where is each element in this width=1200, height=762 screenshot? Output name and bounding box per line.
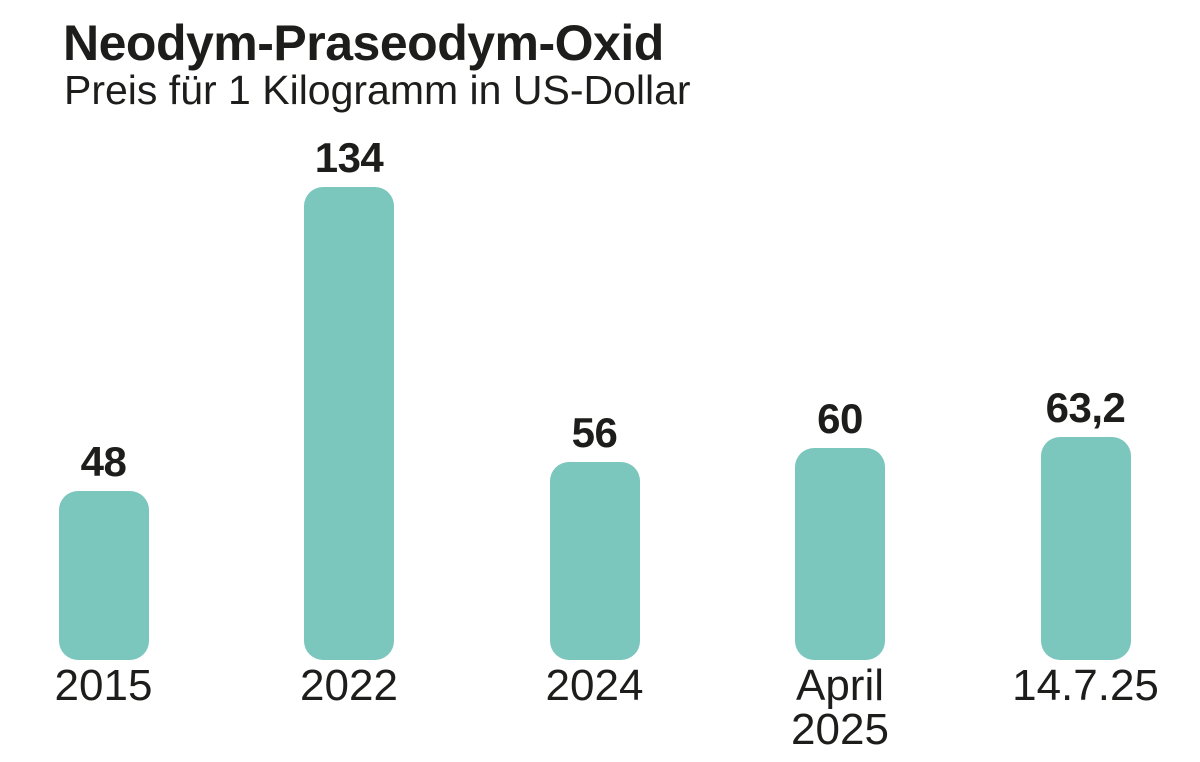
bar-category-label: 2015 — [54, 661, 153, 710]
bar — [795, 448, 885, 660]
bar-value-label: 134 — [314, 134, 384, 181]
bar — [58, 490, 149, 660]
bar-value-label: 56 — [571, 409, 618, 457]
bar-value-label: 63,2 — [1045, 383, 1126, 431]
bar — [549, 462, 640, 660]
chart-title: Neodym-Praseodym-Oxid — [63, 15, 664, 71]
chart-subtitle: Preis für 1 Kilogramm in US-Dollar — [64, 67, 691, 113]
bar — [1040, 436, 1131, 660]
bar-category-label: April 2025 — [791, 661, 889, 754]
bar-value-label: 60 — [817, 395, 863, 443]
bar-value-label: 48 — [80, 437, 127, 485]
bar — [304, 187, 394, 660]
bar-category-label: 2024 — [545, 661, 644, 710]
bar-category-label: 14.7.25 — [1012, 661, 1159, 710]
bar-category-label: 2022 — [300, 661, 398, 710]
